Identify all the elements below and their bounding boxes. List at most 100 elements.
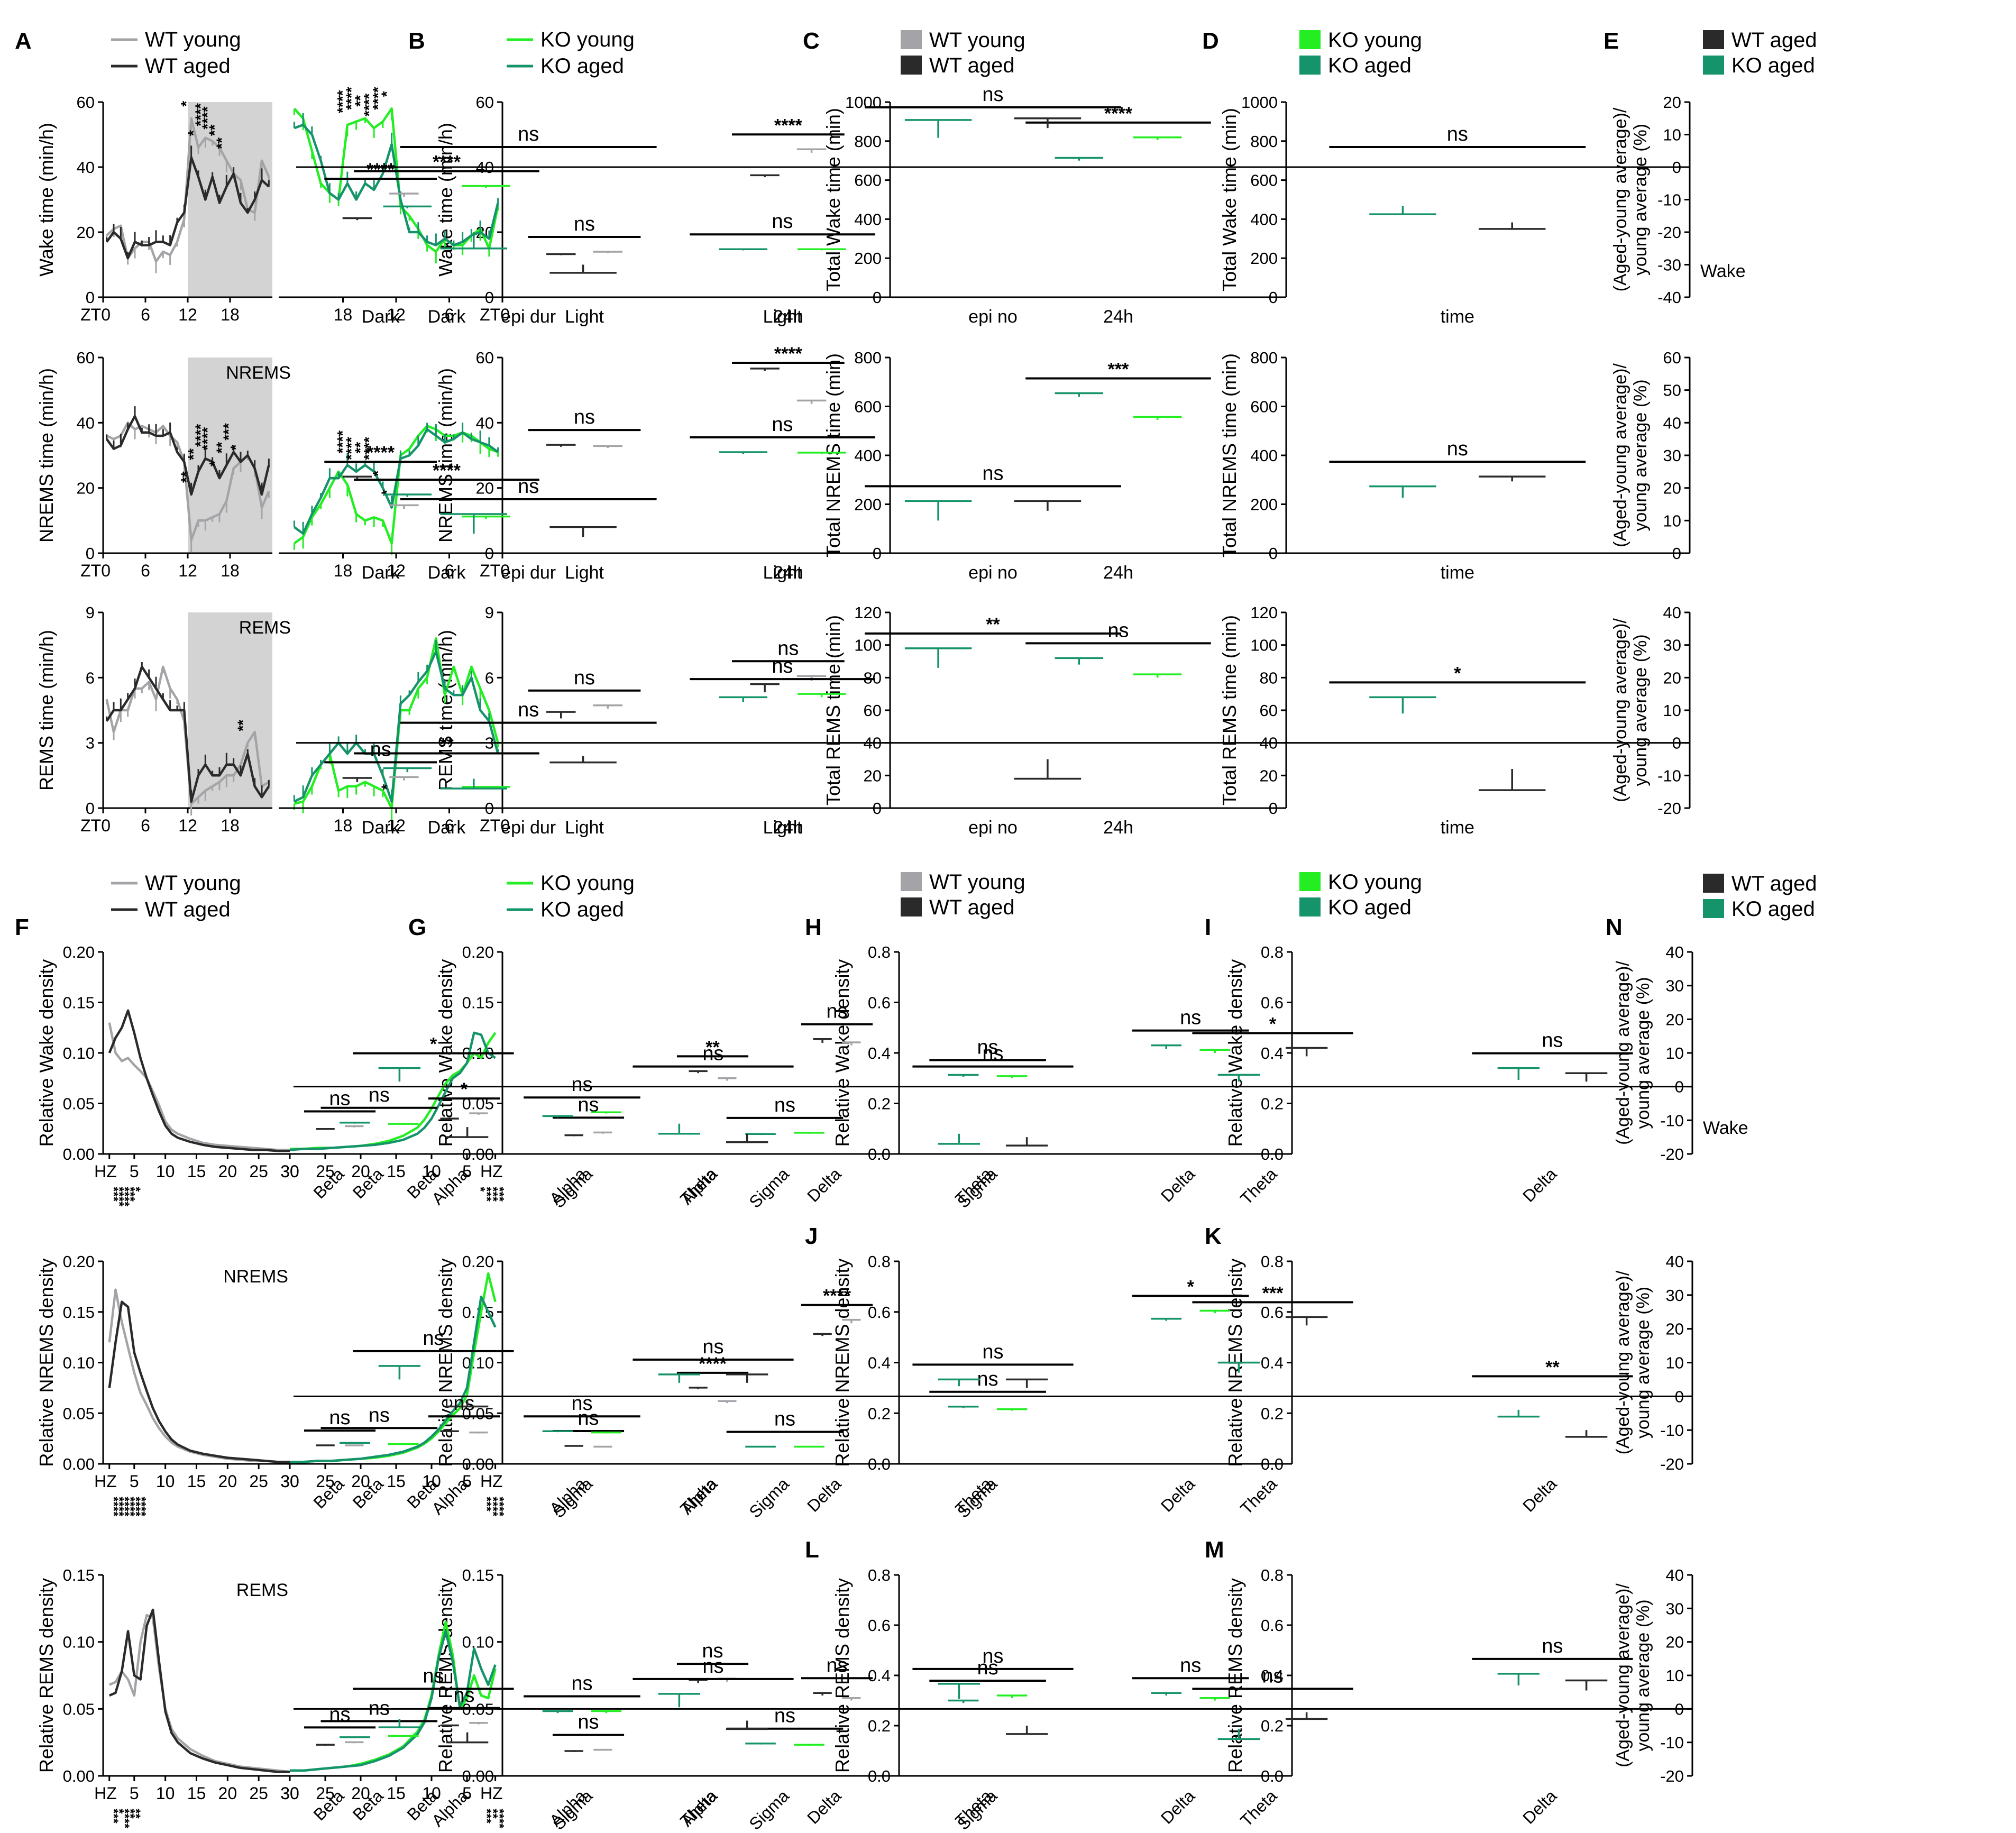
- x-tick-label: Light: [763, 563, 802, 583]
- x-tick-label: epi no: [968, 818, 1018, 838]
- legend-label: KO aged: [540, 54, 624, 78]
- significance-label: ns: [423, 1327, 444, 1350]
- y-tick-label: 40: [1666, 943, 1684, 961]
- x-tick-label: 12: [178, 561, 197, 580]
- x-tick-label: epi no: [968, 307, 1018, 327]
- x-tick-label: 24h: [773, 563, 803, 583]
- panel-letter-K: K: [1205, 1223, 1222, 1249]
- legend-label: WT aged: [929, 896, 1015, 919]
- significance-stars: ****: [492, 1809, 507, 1829]
- y-tick-label: 400: [854, 210, 882, 228]
- significance-label: ns: [826, 1001, 847, 1023]
- significance-label: ns: [702, 1655, 723, 1678]
- significance-label: ns: [574, 213, 595, 235]
- x-tick-label: Delta: [803, 1474, 845, 1515]
- legend-label: KO young: [540, 28, 635, 51]
- significance-stars: ****: [343, 87, 360, 110]
- legend-label: WT aged: [1731, 29, 1817, 52]
- y-axis-label: Total NREMS time (min): [822, 353, 844, 557]
- x-tick-label: Delta: [1157, 1474, 1198, 1515]
- series-line-wt-aged: [105, 665, 270, 803]
- x-tick-label: 20: [351, 1784, 370, 1803]
- significance-label: **: [1545, 1357, 1560, 1377]
- significance-stars: ****: [112, 1187, 126, 1207]
- x-tick-label: 5: [462, 1784, 472, 1803]
- legend-swatch: [1703, 899, 1724, 918]
- y-tick-label: 0.6: [868, 994, 891, 1012]
- x-tick-label: 15: [187, 1472, 206, 1491]
- series-line-ko-aged: [290, 1630, 497, 1772]
- y-tick-label: 0.8: [868, 943, 891, 961]
- y-tick-label: 20: [1666, 1320, 1684, 1339]
- y-tick-label: 0.2: [1261, 1404, 1284, 1423]
- x-tick-label: time: [1441, 307, 1474, 327]
- x-tick-label: 12: [178, 816, 197, 835]
- y-tick-label: 60: [476, 349, 494, 367]
- significance-stars: ***: [479, 1187, 493, 1202]
- x-tick-label: 15: [387, 1784, 406, 1803]
- y-tick-label: 1000: [845, 93, 882, 112]
- significance-label: ****: [433, 152, 461, 172]
- legend-label: WT aged: [145, 898, 231, 921]
- x-tick-label: Light: [565, 307, 604, 327]
- significance-label: ****: [366, 160, 395, 180]
- significance-stars: **: [486, 1809, 500, 1819]
- series-line-ko-young: [293, 107, 499, 253]
- significance-label: **: [986, 615, 1000, 635]
- legend-label: WT aged: [1731, 872, 1817, 895]
- x-tick-label: 10: [156, 1472, 175, 1491]
- significance-stars: ***: [479, 1497, 493, 1512]
- y-tick-label: 40: [77, 414, 95, 432]
- x-tick-label: HZ: [480, 1162, 503, 1181]
- significance-stars: *: [227, 444, 244, 450]
- y-tick-label: 200: [1250, 496, 1278, 514]
- y-tick-label: 0.20: [462, 1252, 494, 1271]
- x-tick-label: ZT0: [80, 561, 111, 580]
- significance-stars: *: [185, 130, 201, 136]
- significance-stars: **: [123, 1809, 138, 1819]
- y-tick-label: 40: [1666, 1566, 1684, 1584]
- y-axis-label: Total REMS time (min): [822, 615, 844, 805]
- x-tick-label: 20: [218, 1472, 237, 1491]
- x-tick-label: ZT0: [80, 305, 111, 324]
- x-tick-label: 24h: [773, 307, 803, 327]
- y-axis-label: Relative Wake density: [1224, 959, 1246, 1147]
- y-tick-label: -10: [1660, 1111, 1684, 1130]
- x-tick-label: Delta: [1519, 1164, 1560, 1205]
- y-tick-label: 0.00: [63, 1145, 95, 1163]
- y-tick-label: 600: [854, 171, 882, 190]
- significance-stars: ***: [486, 1187, 500, 1202]
- x-tick-label: 5: [130, 1472, 139, 1491]
- x-tick-label: 6: [141, 305, 150, 324]
- y-tick-label: 200: [854, 249, 882, 268]
- y-tick-label: 0.6: [1261, 1616, 1284, 1635]
- y-tick-label: -40: [1657, 288, 1681, 307]
- significance-label: ns: [369, 1084, 390, 1106]
- significance-stars: ****: [361, 94, 377, 117]
- significance-label: ***: [1262, 1283, 1284, 1303]
- y-tick-label: 0.4: [868, 1354, 891, 1372]
- y-tick-label: 0.2: [1261, 1717, 1284, 1735]
- significance-stars: ***: [492, 1187, 507, 1202]
- y-tick-label: 6: [86, 668, 95, 687]
- significance-stars: ****: [199, 427, 216, 451]
- y-tick-label: 0.20: [63, 943, 95, 961]
- y-tick-label: 0: [86, 288, 95, 307]
- x-tick-label: 6: [141, 561, 150, 580]
- y-tick-label: 30: [1666, 977, 1684, 995]
- x-tick-label: Delta: [1519, 1786, 1560, 1827]
- y-tick-label: 0.6: [868, 1616, 891, 1635]
- significance-stars: ****: [334, 430, 351, 454]
- y-tick-label: 60: [1663, 349, 1681, 367]
- y-axis-label-line2: young average (%): [1633, 977, 1653, 1129]
- y-tick-label: 0: [86, 799, 95, 818]
- significance-stars: **: [129, 1809, 143, 1819]
- y-axis-label: Total Wake time (min): [1218, 108, 1240, 291]
- x-tick-label: 6: [445, 816, 454, 835]
- significance-label: *: [461, 1079, 468, 1099]
- y-tick-label: 100: [1250, 636, 1278, 655]
